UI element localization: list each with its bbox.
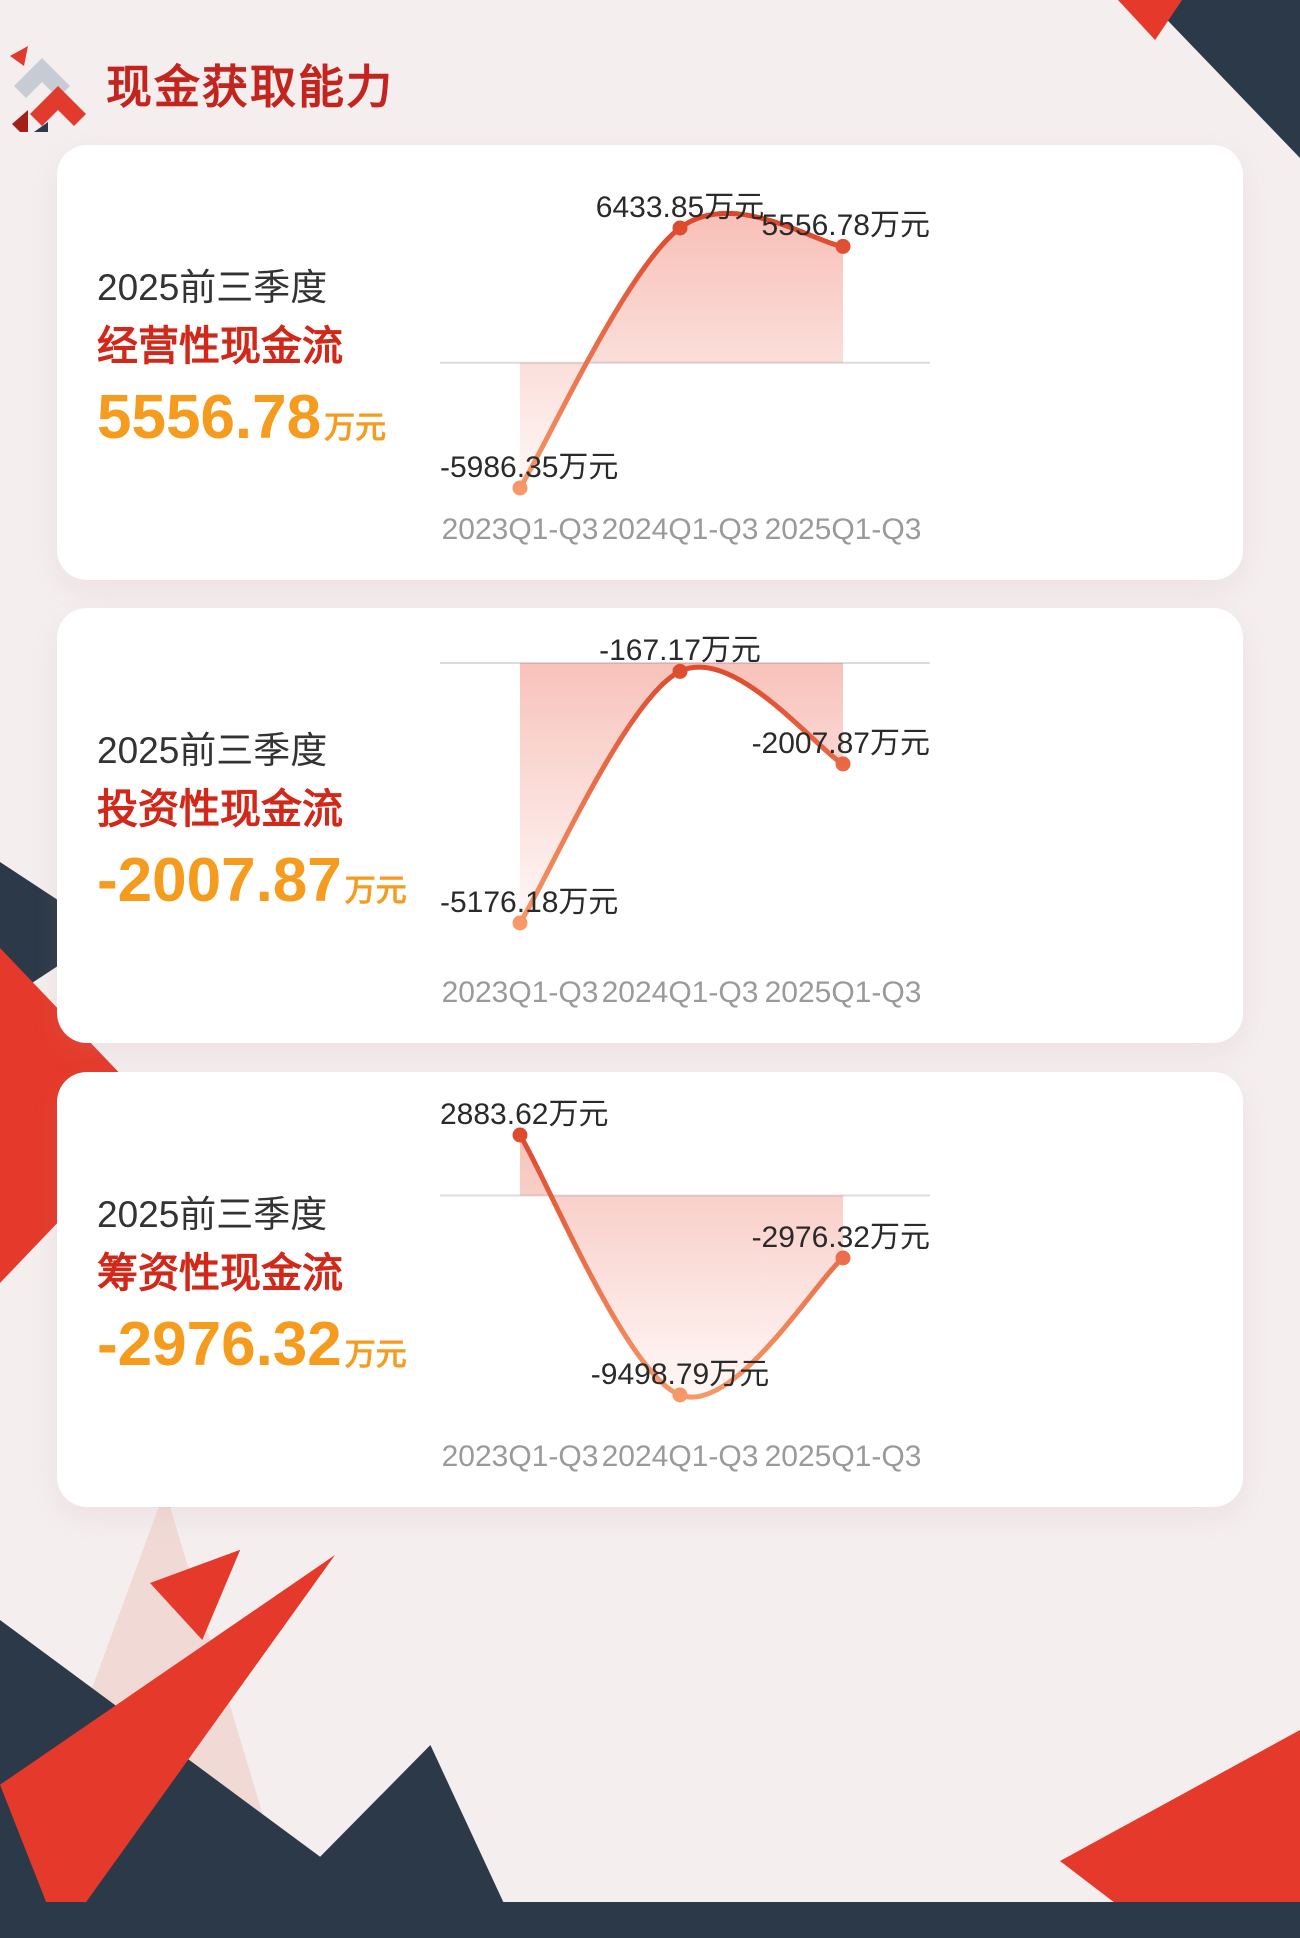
financing-cashflow-card: 2025前三季度 筹资性现金流 -2976.32 万元 2883.62万元 -94… xyxy=(57,1072,1243,1507)
data-point-label: -9498.79万元 xyxy=(590,1358,770,1391)
data-point-label: -167.17万元 xyxy=(599,634,761,668)
metric-value-unit: 万元 xyxy=(344,872,407,908)
metric-value-number: -2007.87 xyxy=(97,845,342,915)
x-axis-labels: 2023Q1-Q3 2024Q1-Q3 2025Q1-Q3 xyxy=(440,513,930,547)
data-point-label: 2883.62万元 xyxy=(440,1098,609,1131)
investing-cashflow-card: 2025前三季度 投资性现金流 -2007.87 万元 -5176.18万元 -1… xyxy=(57,608,1243,1043)
investing-cashflow-summary: 2025前三季度 投资性现金流 -2007.87 万元 xyxy=(97,730,407,913)
metric-value-number: -2976.32 xyxy=(97,1309,342,1379)
operating-cashflow-card: 2025前三季度 经营性现金流 5556.78 万元 -5986.35万元 643… xyxy=(57,145,1243,580)
x-axis-label: 2023Q1-Q3 xyxy=(441,976,599,1009)
data-point-label: -5176.18万元 xyxy=(440,886,619,919)
x-axis-label: 2025Q1-Q3 xyxy=(764,976,922,1009)
x-axis-labels: 2023Q1-Q3 2024Q1-Q3 2025Q1-Q3 xyxy=(440,976,930,1010)
bottom-bar-decoration xyxy=(0,1902,1300,1938)
financing-cashflow-summary: 2025前三季度 筹资性现金流 -2976.32 万元 xyxy=(97,1194,407,1377)
x-axis-labels: 2023Q1-Q3 2024Q1-Q3 2025Q1-Q3 xyxy=(440,1440,930,1474)
operating-cashflow-chart: -5986.35万元 6433.85万元 5556.78万元 xyxy=(440,173,930,503)
x-axis-label: 2025Q1-Q3 xyxy=(764,513,922,546)
cashflow-line-plot xyxy=(440,1127,930,1403)
x-axis-label: 2024Q1-Q3 xyxy=(601,513,759,546)
financing-cashflow-chart: 2883.62万元 -9498.79万元 -2976.32万元 xyxy=(440,1080,930,1410)
metric-value: -2007.87 万元 xyxy=(97,848,407,913)
metric-value-number: 5556.78 xyxy=(97,382,322,452)
metric-value: -2976.32 万元 xyxy=(97,1312,407,1377)
page-title: 现金获取能力 xyxy=(106,61,394,113)
page-header: 现金获取能力 xyxy=(0,36,394,132)
x-axis-label: 2023Q1-Q3 xyxy=(441,513,599,546)
x-axis-label: 2025Q1-Q3 xyxy=(764,1440,922,1473)
x-axis-label: 2023Q1-Q3 xyxy=(441,1440,599,1473)
period-label: 2025前三季度 xyxy=(97,730,328,771)
data-point-label: -5986.35万元 xyxy=(440,451,619,484)
x-axis-label: 2024Q1-Q3 xyxy=(601,1440,759,1473)
cashflow-line-plot xyxy=(440,210,930,496)
data-point-label: -2976.32万元 xyxy=(751,1221,930,1254)
period-label: 2025前三季度 xyxy=(97,1194,328,1235)
corner-triangle-decoration xyxy=(1148,0,1300,158)
data-point-label: 6433.85万元 xyxy=(595,191,765,224)
metric-label: 经营性现金流 xyxy=(97,322,343,369)
metric-value-unit: 万元 xyxy=(344,1336,407,1372)
period-label: 2025前三季度 xyxy=(97,267,328,308)
metric-value: 5556.78 万元 xyxy=(97,385,386,450)
cashflow-line-plot xyxy=(440,662,930,931)
operating-cashflow-summary: 2025前三季度 经营性现金流 5556.78 万元 xyxy=(97,267,386,450)
data-point-label: -2007.87万元 xyxy=(751,726,930,760)
data-point-label: 5556.78万元 xyxy=(761,209,930,243)
investing-cashflow-chart: -5176.18万元 -167.17万元 -2007.87万元 xyxy=(440,608,930,938)
metric-label: 筹资性现金流 xyxy=(97,1249,343,1296)
metric-value-unit: 万元 xyxy=(324,409,387,445)
x-axis-label: 2024Q1-Q3 xyxy=(601,976,759,1009)
report-logo-icon xyxy=(10,46,86,132)
metric-label: 投资性现金流 xyxy=(97,785,343,832)
